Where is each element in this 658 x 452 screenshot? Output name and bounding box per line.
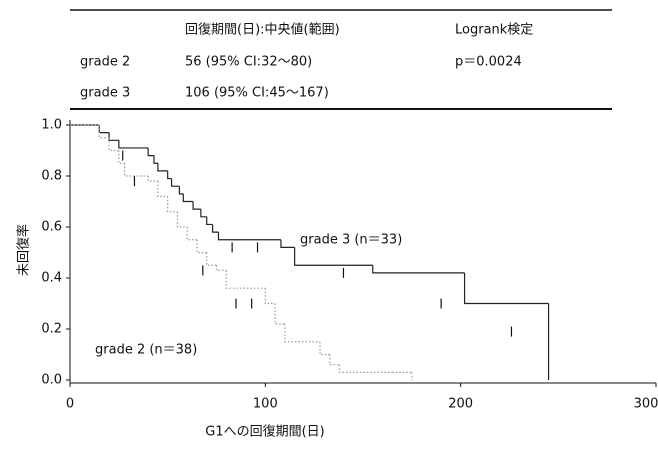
survival-step <box>178 186 184 195</box>
table-header: Logrank検定 <box>455 23 533 38</box>
y-tick-label: 1.0 <box>41 118 62 133</box>
x-axis-label: G1への回復期間(日) <box>205 424 325 440</box>
x-tick-label: 300 <box>634 397 658 412</box>
series-label: grade 3 (n＝33) <box>300 233 402 248</box>
survival-step <box>206 216 213 226</box>
y-tick-label: 0.2 <box>41 322 62 337</box>
survival-step <box>372 265 465 274</box>
survival-step <box>118 140 149 149</box>
survival-step <box>108 132 119 141</box>
survival-step <box>167 170 172 180</box>
survival-step <box>211 224 219 233</box>
survival-step <box>274 303 285 325</box>
survival-step <box>294 247 373 266</box>
survival-step <box>186 227 197 241</box>
survival-step <box>284 323 321 343</box>
table-header: 回復期間(日):中央値(範囲) <box>185 22 340 38</box>
survival-step <box>264 288 276 305</box>
survival-step <box>108 137 119 152</box>
survival-step <box>319 341 330 356</box>
x-tick-label: 100 <box>253 397 278 412</box>
x-tick-label: 200 <box>448 397 473 412</box>
survival-step <box>118 150 125 164</box>
survival-step <box>157 181 168 197</box>
survival-step <box>98 125 110 139</box>
y-tick-label: 0.6 <box>41 220 62 235</box>
survival-step <box>124 163 149 177</box>
survival-step <box>225 270 266 289</box>
survival-step <box>200 209 207 218</box>
survival-step <box>170 178 180 187</box>
survival-step <box>167 196 178 213</box>
survival-step <box>157 163 168 172</box>
y-axis-label: 未回復率 <box>16 224 32 276</box>
survival-step <box>176 211 188 228</box>
x-tick-label: 0 <box>66 397 74 412</box>
survival-step <box>192 201 201 210</box>
table-cell: 106 (95% CI:45～167) <box>185 86 329 101</box>
y-tick-label: 0.4 <box>41 271 62 286</box>
survival-step <box>147 147 154 157</box>
survival-step <box>329 354 340 366</box>
table-cell: p＝0.0024 <box>455 55 522 70</box>
survival-step <box>147 176 158 182</box>
survival-step <box>338 364 393 373</box>
survival-step <box>153 155 158 164</box>
series-label: grade 2 (n＝38) <box>95 343 197 358</box>
table-cell: grade 3 <box>80 86 130 101</box>
survival-step <box>215 265 227 271</box>
y-tick-label: 0.8 <box>41 169 62 184</box>
survival-step <box>182 193 194 203</box>
survival-step <box>98 125 110 134</box>
table-cell: 56 (95% CI:32～80) <box>185 55 312 70</box>
survival-step <box>206 252 217 266</box>
survival-step <box>280 239 295 248</box>
survival-step <box>217 232 281 241</box>
y-tick-label: 0.0 <box>41 373 62 388</box>
survival-step <box>463 272 549 305</box>
survival-step <box>196 239 207 254</box>
table-cell: grade 2 <box>80 55 130 70</box>
